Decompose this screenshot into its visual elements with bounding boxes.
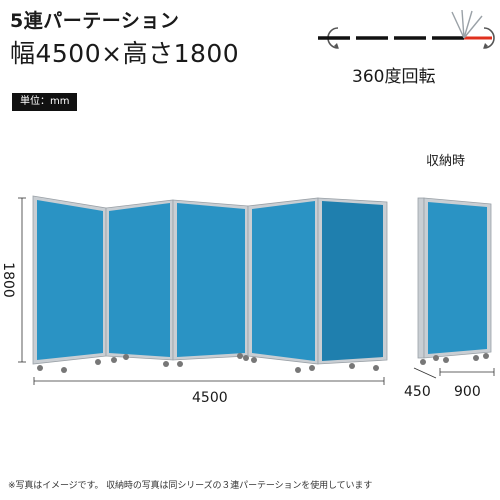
rotation-fan-icon [451,9,483,39]
rotate-arc-right-icon [483,27,495,49]
height-label: 1800 [0,262,16,298]
rotate-arrowhead-left-icon [334,43,339,49]
partition-panel-2 [105,199,174,367]
partition-panel-3 [172,199,249,367]
footnote: ※写真はイメージです。 収納時の写真は同シリーズの３連パーテーションを使用してい… [8,481,373,491]
storage-label: 収納時 [426,154,466,169]
partition-panel-1 [32,195,107,373]
height-dimension [18,197,26,363]
stored-depth-label: 450 [404,384,431,400]
product-title: 5連パーテーション [10,10,180,32]
unit-badge: 単位：mm [12,93,78,111]
rotation-label: 360度回転 [352,67,436,87]
rotate-arrowhead-right-icon [483,43,488,49]
stored-dimensions [413,367,495,379]
width-label: 4500 [192,390,228,406]
stored-width-label: 900 [454,384,481,400]
size-heading: 幅4500×高さ1800 [10,39,240,68]
partition-panel-5 [317,197,388,371]
rotation-diagram [318,9,495,49]
partition-panel-4 [247,197,319,373]
width-dimension [33,377,385,385]
stored-partition-stack [417,197,492,365]
